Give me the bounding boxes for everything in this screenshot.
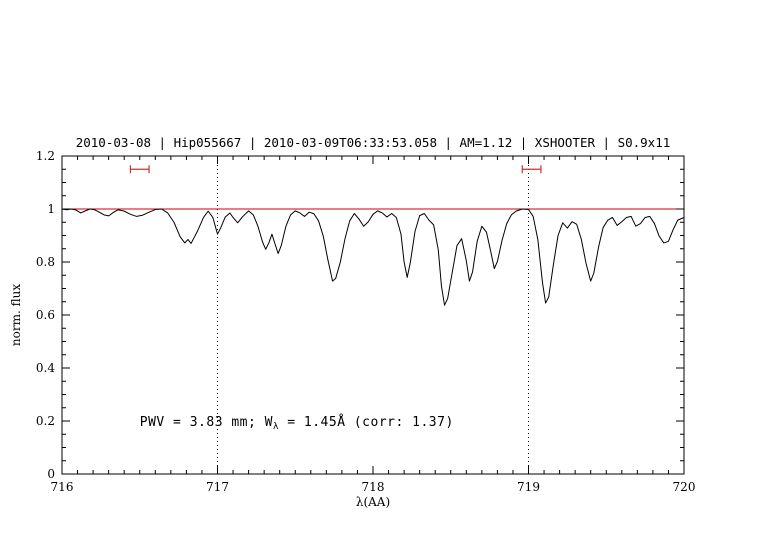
y-tick-label: 1 — [47, 202, 55, 216]
y-tick-label: 0.2 — [36, 414, 55, 428]
range-marker — [521, 165, 542, 174]
y-tick-label: 0.4 — [36, 361, 55, 375]
range-marker — [129, 165, 150, 174]
plot-title: 2010-03-08 | Hip055667 | 2010-03-09T06:3… — [76, 135, 671, 150]
y-tick-label: 1.2 — [36, 149, 55, 163]
spectrum-line — [61, 208, 685, 306]
y-axis-label: norm. flux — [9, 284, 23, 346]
x-tick-label: 718 — [362, 480, 385, 494]
x-tick-label: 716 — [51, 480, 74, 494]
pwv-annotation: PWV = 3.83 mm; Wλ = 1.45Å (corr: 1.37) — [140, 414, 454, 432]
x-tick-label: 717 — [206, 480, 229, 494]
x-tick-label: 720 — [673, 480, 696, 494]
y-tick-label: 0.6 — [36, 308, 55, 322]
y-tick-label: 0.8 — [36, 255, 55, 269]
x-tick-label: 719 — [517, 480, 540, 494]
x-axis-label: λ(AA) — [356, 495, 390, 509]
y-tick-label: 0 — [47, 467, 55, 481]
